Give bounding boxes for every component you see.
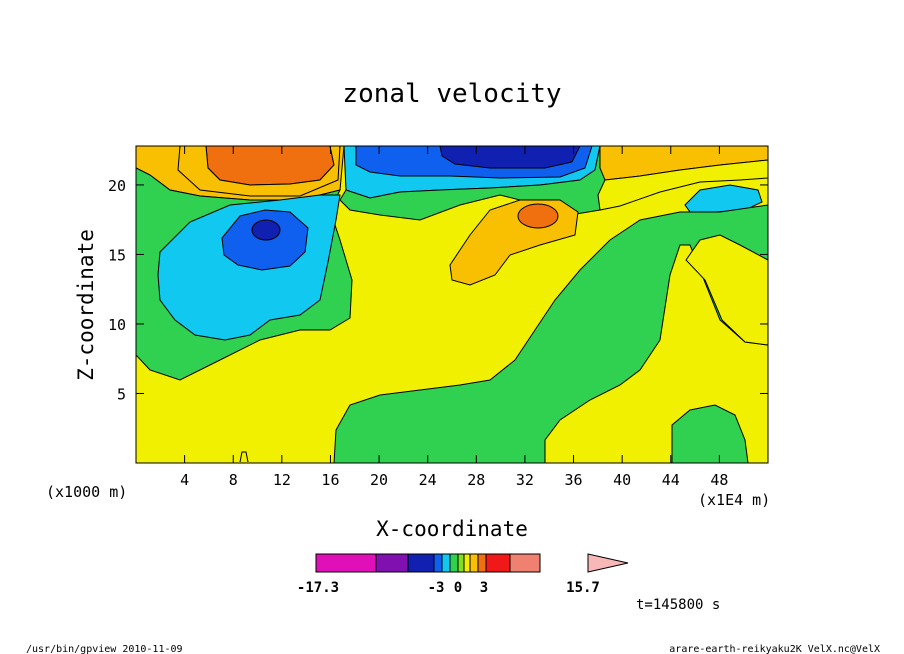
chart-title: zonal velocity [342,79,561,109]
x-tick-label: 8 [229,471,238,489]
x-tick-label: 48 [710,471,728,489]
region-left-darkblue [251,219,281,241]
footer-right: arare-earth-reikyaku2K_VelX.nc@VelX [669,644,880,654]
colorbar-label-3: 3 [480,580,488,596]
colorbar-segment [441,553,451,573]
y-axis: 5 10 15 20 [108,177,768,403]
x-tick-label: 44 [662,471,680,489]
x-tick-label: 40 [613,471,631,489]
region-lower-right-green [671,404,749,463]
x-axis: 4 8 12 16 20 24 28 32 36 40 44 48 [180,146,728,489]
colorbar-segment [469,553,479,573]
x-unit-label: (x1E4 m) [698,491,770,509]
x-tick-label: 4 [180,471,189,489]
x-tick-label: 20 [370,471,388,489]
x-tick-label: 24 [419,471,437,489]
x-tick-label: 28 [467,471,485,489]
region-top-darkblue [439,146,581,169]
colorbar-segment [449,553,459,573]
y-tick-label: 20 [108,177,126,195]
colorbar-segment [509,553,541,573]
x-tick-label: 12 [273,471,291,489]
plot-area [135,145,769,464]
colorbar-max-label: 15.7 [566,580,600,596]
colorbar-segment [433,553,443,573]
region-top-orange [205,146,335,186]
colorbar-segment [375,553,409,573]
colorbar-label-zero: 0 [454,580,462,596]
x-tick-label: 16 [321,471,339,489]
y-tick-label: 10 [108,316,126,334]
y-tick-label: 5 [117,385,126,403]
y-tick-label: 15 [108,246,126,264]
colorbar-segment [485,553,511,573]
x-tick-label: 32 [516,471,534,489]
colorbar-label-neg3: -3 [428,580,445,596]
time-annotation: t=145800 s [636,597,720,613]
colorbar-segment [315,553,377,573]
colorbar-extend-arrow [587,553,629,573]
y-unit-label: (x1000 m) [46,483,127,501]
x-axis-label: X-coordinate [376,517,528,541]
region-center-orange [517,203,559,229]
colorbar-segment [463,553,471,573]
colorbar [315,553,629,573]
colorbar-segment [457,553,465,573]
colorbar-min-label: -17.3 [297,580,339,596]
region-lower-green [333,204,768,463]
x-tick-label: 36 [565,471,583,489]
y-axis-label: Z-coordinate [74,229,98,381]
colorbar-segment [477,553,487,573]
footer-left: /usr/bin/gpview 2010-11-09 [26,644,183,654]
plot-frame [135,145,769,464]
colorbar-segment [407,553,435,573]
